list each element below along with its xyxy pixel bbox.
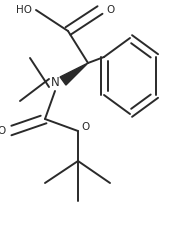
Text: O: O [0, 126, 6, 136]
Text: N: N [51, 76, 59, 89]
Text: O: O [81, 122, 89, 132]
Text: O: O [106, 5, 114, 15]
Polygon shape [60, 63, 88, 85]
Text: HO: HO [16, 5, 32, 15]
